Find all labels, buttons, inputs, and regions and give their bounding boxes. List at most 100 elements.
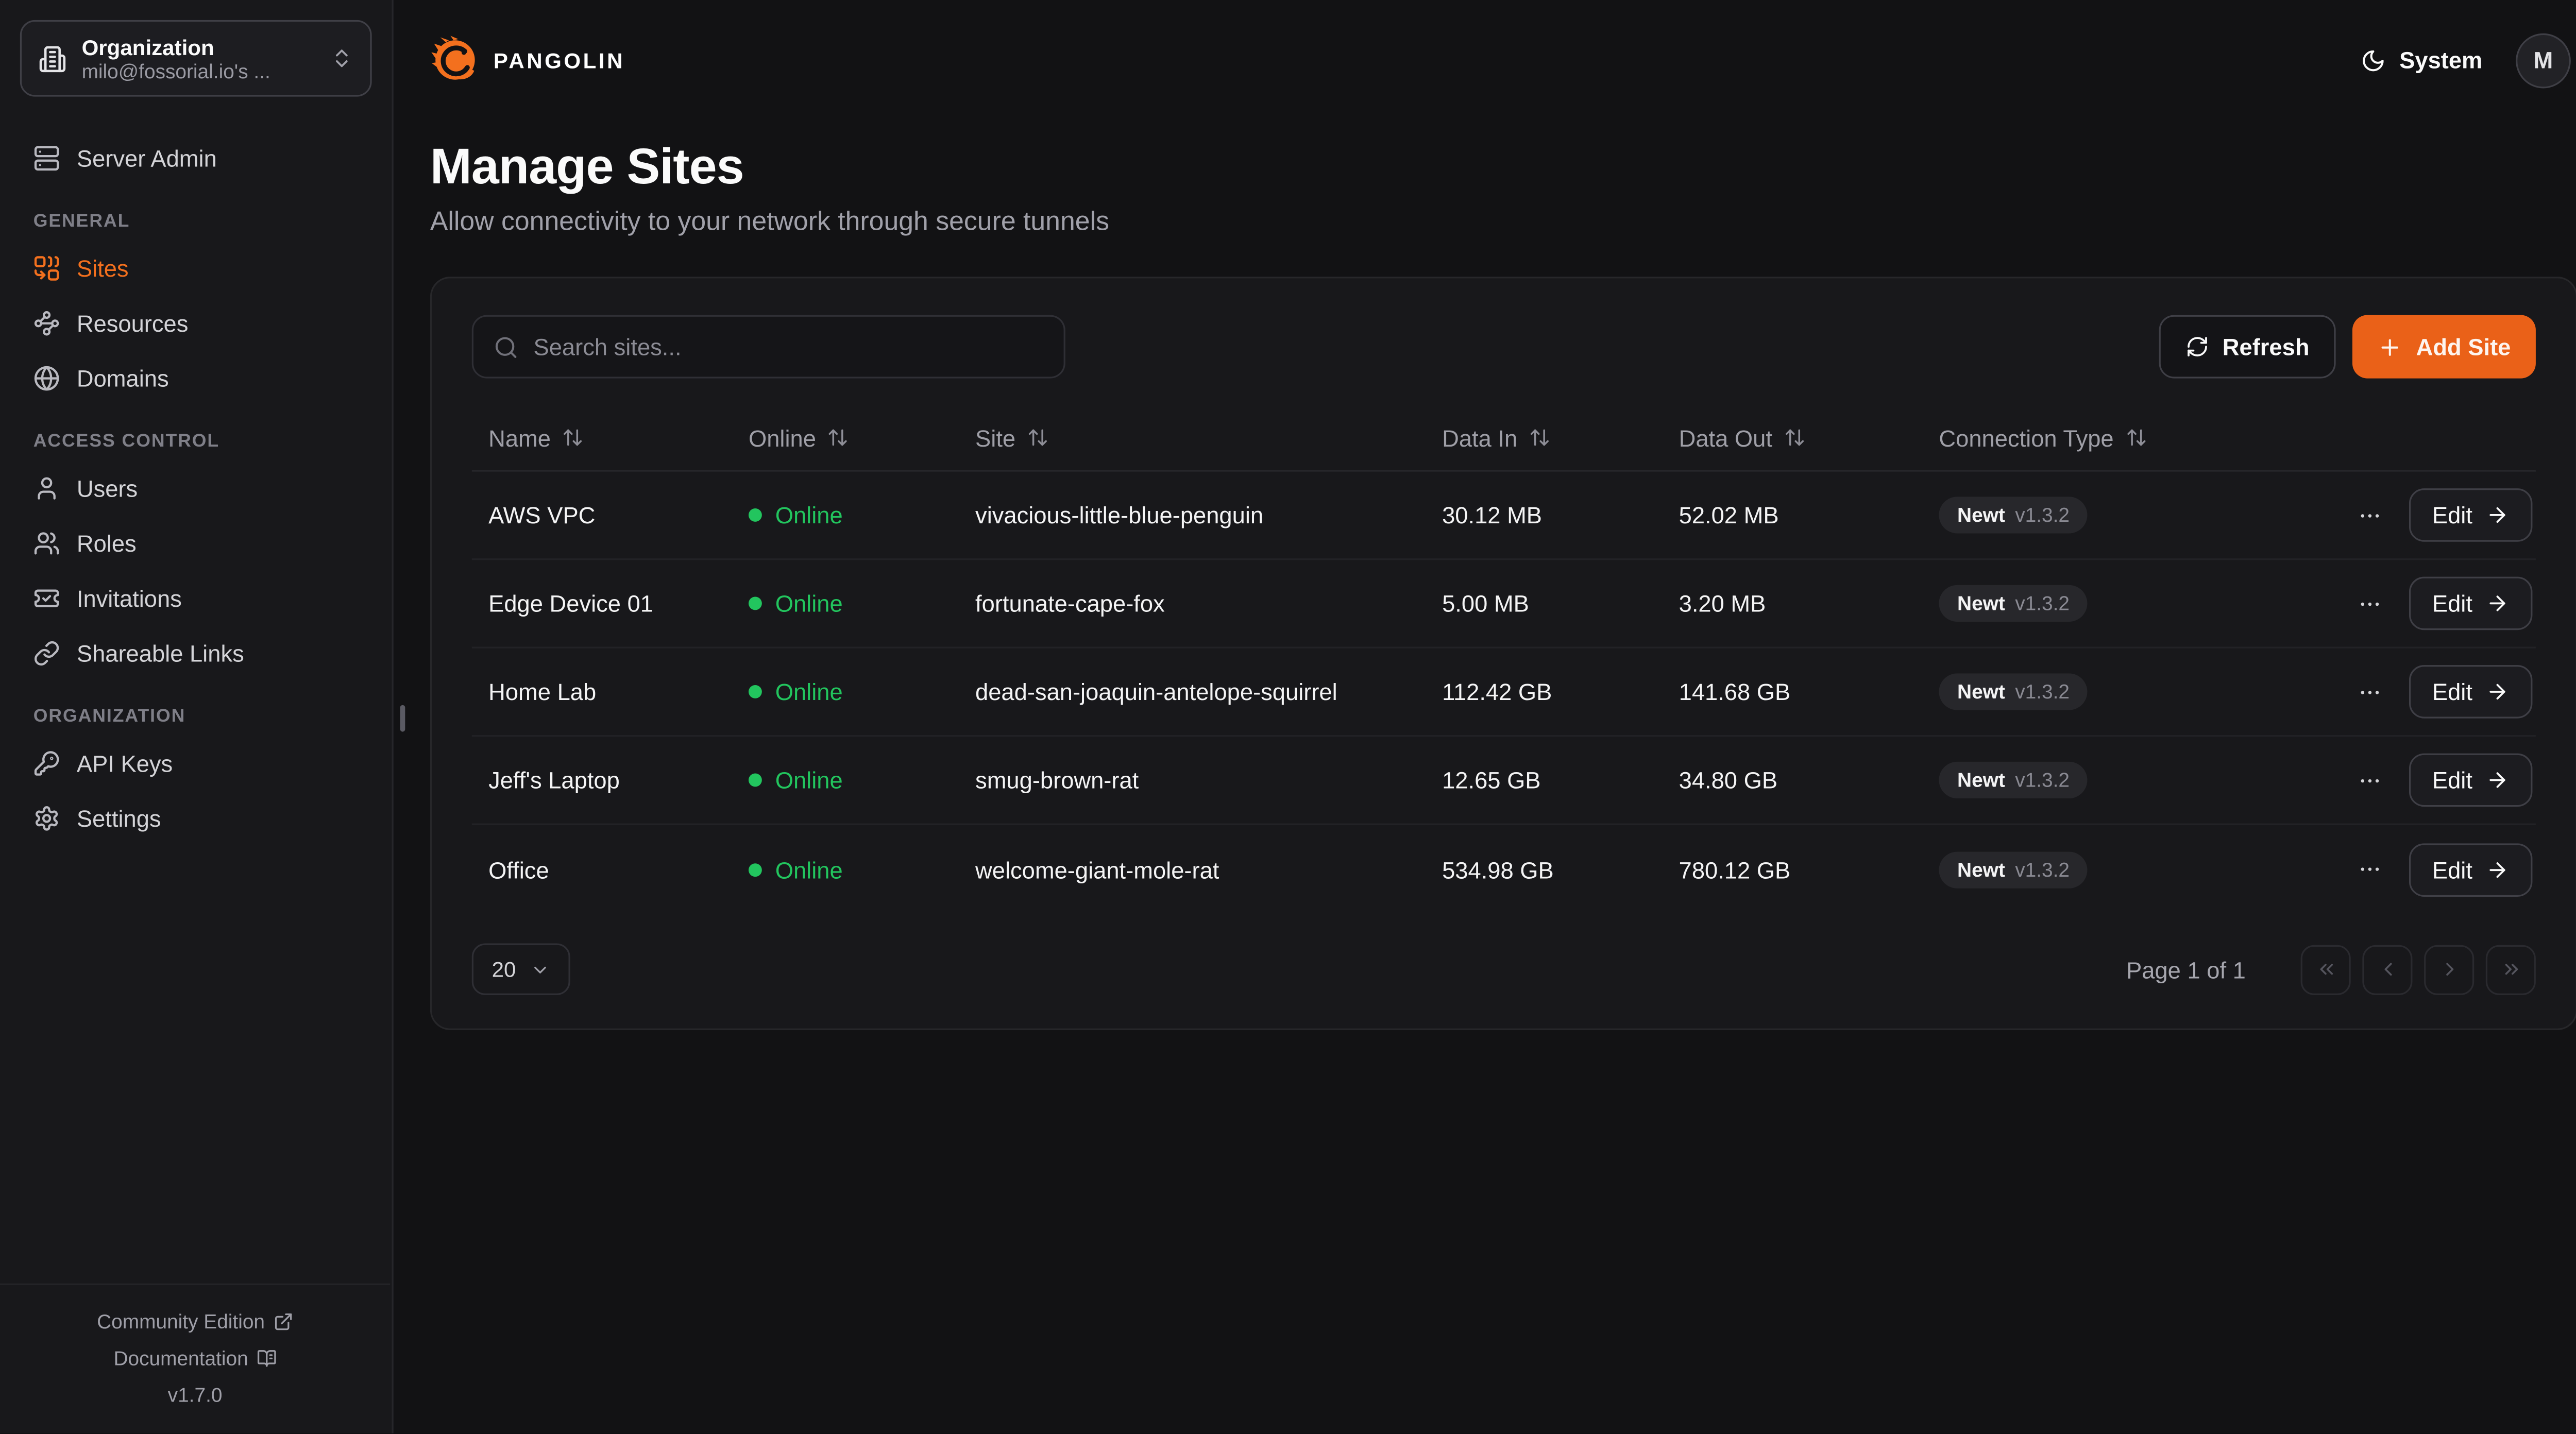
main-content: Manage Sites Allow connectivity to your … bbox=[394, 120, 2576, 1434]
edit-button[interactable]: Edit bbox=[2409, 576, 2533, 630]
column-header-name[interactable]: Name bbox=[472, 424, 732, 451]
row-menu-button[interactable] bbox=[2349, 582, 2392, 625]
ellipsis-icon bbox=[2361, 602, 2380, 605]
column-header-data-in[interactable]: Data In bbox=[1426, 424, 1663, 451]
sidebar-item-invitations[interactable]: Invitations bbox=[20, 570, 372, 625]
sidebar-item-users[interactable]: Users bbox=[20, 460, 372, 515]
site-name-cell: Jeff's Laptop bbox=[488, 766, 620, 794]
connection-type-name: Newt bbox=[1957, 503, 2005, 527]
online-status-dot bbox=[748, 773, 762, 787]
search-input[interactable] bbox=[533, 333, 1044, 360]
sidebar-item-resources[interactable]: Resources bbox=[20, 295, 372, 350]
add-site-button[interactable]: Add Site bbox=[2352, 315, 2536, 379]
column-label: Connection Type bbox=[1939, 424, 2114, 451]
table-row: Office Online welcome-giant-mole-rat 534… bbox=[472, 825, 2536, 914]
external-link-icon bbox=[275, 1314, 292, 1331]
sidebar-item-sites[interactable]: Sites bbox=[20, 240, 372, 295]
column-label: Online bbox=[748, 424, 816, 451]
row-menu-button[interactable] bbox=[2349, 493, 2392, 537]
book-open-icon bbox=[257, 1351, 276, 1368]
online-status-dot bbox=[748, 862, 762, 876]
connection-type-name: Newt bbox=[1957, 591, 2005, 616]
section-title-general: GENERAL bbox=[33, 211, 130, 232]
chevron-left-icon bbox=[2383, 963, 2391, 976]
column-label: Name bbox=[488, 424, 551, 451]
org-value: milo@fossorial.io's ... bbox=[81, 59, 270, 83]
site-name-cell: Edge Device 01 bbox=[488, 590, 653, 617]
sidebar-item-roles[interactable]: Roles bbox=[20, 515, 372, 570]
edit-button[interactable]: Edit bbox=[2409, 488, 2533, 542]
online-status-cell: Online bbox=[732, 590, 959, 617]
sites-table: Name Online Site Data In Data Out Connec… bbox=[471, 405, 2536, 914]
table-row: AWS VPC Online vivacious-little-blue-pen… bbox=[471, 472, 2536, 560]
connection-type-version: v1.3.2 bbox=[2015, 680, 2070, 704]
edit-button[interactable]: Edit bbox=[2409, 665, 2533, 719]
page-subtitle: Allow connectivity to your network throu… bbox=[430, 208, 1109, 237]
connection-type-cell: Newt v1.3.2 bbox=[1922, 761, 2279, 799]
row-actions: Edit bbox=[2279, 488, 2536, 542]
sidebar-item-label: Settings bbox=[76, 804, 161, 831]
sidebar-item-label: Shareable Links bbox=[76, 639, 244, 666]
table-body: AWS VPC Online vivacious-little-blue-pen… bbox=[471, 472, 2536, 914]
sidebar-item-server-admin[interactable]: Server Admin bbox=[20, 130, 372, 185]
sidebar-item-label: Roles bbox=[76, 529, 137, 556]
connection-type-name: Newt bbox=[1957, 857, 2005, 881]
online-status-cell: Online bbox=[732, 502, 959, 528]
sidebar-item-label: Sites bbox=[76, 254, 129, 281]
column-header-connection-type[interactable]: Connection Type bbox=[1922, 424, 2279, 451]
site-slug-cell: fortunate-cape-fox bbox=[975, 590, 1165, 617]
org-switcher[interactable]: Organization milo@fossorial.io's ... bbox=[20, 20, 372, 97]
data-out-cell: 141.68 GB bbox=[1679, 678, 1791, 705]
sidebar-item-label: Invitations bbox=[76, 584, 182, 611]
column-label: Data In bbox=[1442, 424, 1518, 451]
arrow-right-icon bbox=[2489, 772, 2505, 788]
refresh-button[interactable]: Refresh bbox=[2159, 315, 2336, 379]
data-in-cell: 12.65 GB bbox=[1442, 766, 1541, 794]
user-avatar[interactable]: M bbox=[2516, 32, 2571, 88]
org-texts: Organization milo@fossorial.io's ... bbox=[82, 34, 315, 82]
data-out-cell: 34.80 GB bbox=[1679, 766, 1778, 794]
column-header-online[interactable]: Online bbox=[732, 424, 959, 451]
table-row: Home Lab Online dead-san-joaquin-antelop… bbox=[471, 648, 2536, 737]
community-edition-link[interactable]: Community Edition bbox=[0, 1304, 390, 1341]
row-menu-button[interactable] bbox=[2349, 758, 2392, 801]
sidebar-resize-handle[interactable] bbox=[400, 705, 405, 732]
search-box bbox=[471, 315, 1065, 379]
data-in-cell: 534.98 GB bbox=[1442, 856, 1554, 883]
app-version: v1.7.0 bbox=[167, 1384, 223, 1408]
theme-switcher-button[interactable]: System bbox=[2361, 47, 2482, 73]
previous-page-button[interactable] bbox=[2362, 944, 2413, 995]
next-page-button[interactable] bbox=[2424, 944, 2475, 995]
column-header-site[interactable]: Site bbox=[959, 424, 1426, 451]
connection-type-badge: Newt v1.3.2 bbox=[1939, 673, 2088, 710]
globe-icon bbox=[34, 365, 59, 390]
column-header-data-out[interactable]: Data Out bbox=[1662, 424, 1922, 451]
connection-type-cell: Newt v1.3.2 bbox=[1922, 850, 2279, 888]
last-page-button[interactable] bbox=[2485, 944, 2536, 995]
sidebar-item-settings[interactable]: Settings bbox=[20, 790, 372, 845]
edit-button[interactable]: Edit bbox=[2409, 753, 2533, 807]
first-page-button[interactable] bbox=[2300, 944, 2351, 995]
sidebar-item-domains[interactable]: Domains bbox=[20, 350, 372, 405]
sort-icon bbox=[2127, 429, 2145, 446]
edit-button[interactable]: Edit bbox=[2409, 842, 2533, 896]
pager: Page 1 of 1 bbox=[2126, 944, 2536, 995]
row-menu-button[interactable] bbox=[2349, 670, 2392, 713]
brand: PANGOLIN bbox=[430, 35, 625, 85]
sort-icon bbox=[1029, 429, 1047, 446]
edit-label: Edit bbox=[2432, 590, 2472, 617]
chevrons-right-icon bbox=[2504, 964, 2517, 975]
connection-type-version: v1.3.2 bbox=[2015, 503, 2070, 527]
sidebar-item-shareable-links[interactable]: Shareable Links bbox=[20, 625, 372, 680]
connection-type-name: Newt bbox=[1957, 680, 2005, 704]
site-slug-cell: smug-brown-rat bbox=[975, 766, 1139, 794]
documentation-link[interactable]: Documentation bbox=[0, 1341, 390, 1377]
page-size-select[interactable]: 20 bbox=[471, 943, 571, 995]
chevrons-up-down-icon bbox=[336, 49, 348, 67]
sidebar-nav: Server Admin GENERAL Sites Resources Dom… bbox=[0, 117, 392, 845]
ellipsis-icon bbox=[2361, 690, 2380, 694]
key-icon bbox=[34, 750, 59, 775]
row-menu-button[interactable] bbox=[2349, 847, 2392, 891]
sidebar-item-api-keys[interactable]: API Keys bbox=[20, 735, 372, 790]
